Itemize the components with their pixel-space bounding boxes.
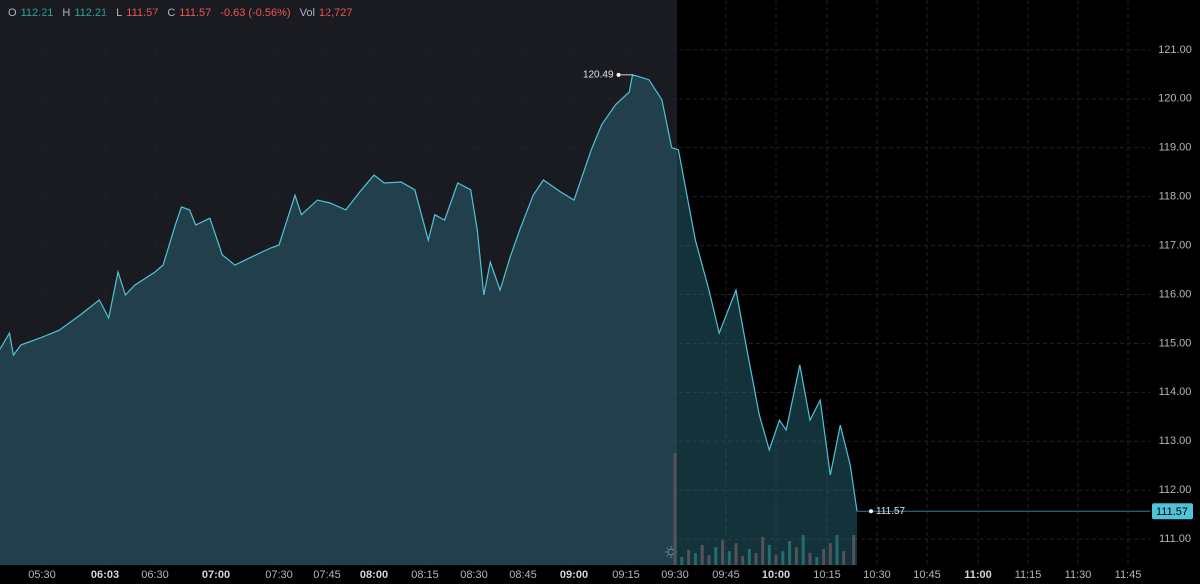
y-tick-label: 113.00 [1159,435,1192,447]
y-tick-label: 115.00 [1159,337,1192,349]
x-tick-label: 06:30 [141,569,169,581]
volume-bar [741,556,745,565]
volume-bar [767,544,771,565]
x-tick-label: 07:30 [265,569,293,581]
x-tick-label: 08:00 [360,569,388,581]
x-tick-label: 11:45 [1115,569,1142,581]
price-line [0,74,858,512]
volume-bar [734,543,738,565]
last-price-badge [1152,503,1193,520]
ohlc-key: O [8,7,17,19]
volume-bar [754,552,758,565]
x-tick-label: 08:30 [460,569,488,581]
ohlc-value: 112.21 [74,7,107,19]
ohlc-key: H [62,7,70,19]
volume-bar [794,547,798,565]
volume-bar [842,551,846,565]
volume-bar [687,549,691,565]
x-tick-label: 10:15 [813,569,841,581]
y-tick-label: 114.00 [1159,386,1192,398]
volume-bar [815,556,819,565]
x-tick-label: 10:45 [913,569,941,581]
y-tick-label: 121.00 [1158,44,1192,56]
ohlc-key: L [116,7,122,19]
volume-bar [835,535,839,565]
x-tick-label: 11:00 [964,569,992,581]
volume-bar [761,536,765,565]
volume-bar [781,551,785,565]
y-tick-label: 118.00 [1159,191,1192,203]
volume-bar [700,544,704,565]
y-tick-label: 112.00 [1159,484,1192,496]
volume-bar [721,540,725,565]
volume-bar [808,552,812,565]
ohlc-value: 111.57 [126,7,158,19]
volume-bar [801,535,805,565]
x-tick-label: 08:45 [509,569,537,581]
x-tick-label: 11:30 [1065,569,1092,581]
volume-bar [727,551,731,565]
high-label: 120.49 [583,69,614,80]
last-label: 111.57 [876,506,906,517]
extended-hours-shade [0,0,677,565]
ohlc-legend: O 112.21 H 112.21 L 111.57 C 111.57 -0.63 (-0.56… [8,7,353,19]
volume-bar [714,547,718,565]
volume-bar [693,552,697,565]
ohlc-value: 112.21 [21,7,54,19]
x-tick-label: 08:15 [411,569,439,581]
area-fill [0,74,857,565]
x-tick-label: 09:00 [560,569,588,581]
x-tick-label: 10:30 [863,569,891,581]
volume-bar [852,534,856,565]
last-price-badge-label: 111.57 [1156,506,1188,518]
x-tick-label: 10:00 [762,569,790,581]
volume-bar [673,453,677,565]
y-tick-label: 116.00 [1159,288,1192,300]
x-tick-label: 11:15 [1015,569,1042,581]
y-tick-label: 117.00 [1159,239,1192,251]
x-tick-label: 09:30 [661,569,689,581]
last-dot [869,509,873,514]
x-tick-label: 09:15 [612,569,640,581]
volume-bar [774,555,778,565]
x-tick-label: 09:45 [712,569,740,581]
ohlc-value: -0.63 (-0.56%) [220,7,290,19]
volume-bar [822,548,826,565]
y-tick-label: 120.00 [1158,93,1192,105]
ohlc-value: 111.57 [179,7,211,19]
x-tick-label: 07:45 [313,569,341,581]
y-tick-label: 111.00 [1159,533,1191,545]
x-tick-label: 07:00 [202,569,230,581]
ohlc-key: Vol [300,7,315,19]
ohlc-key: C [167,7,175,19]
x-tick-label: 05:30 [28,569,56,581]
volume-bar [680,556,684,565]
high-dot [616,72,621,77]
x-tick-label: 06:03 [91,569,119,581]
volume-bar [828,543,832,565]
volume-bar [747,548,751,565]
y-tick-label: 119.00 [1159,142,1192,154]
volume-bar [788,540,792,565]
volume-bar [707,555,711,565]
ohlc-value: 12,727 [319,7,353,19]
